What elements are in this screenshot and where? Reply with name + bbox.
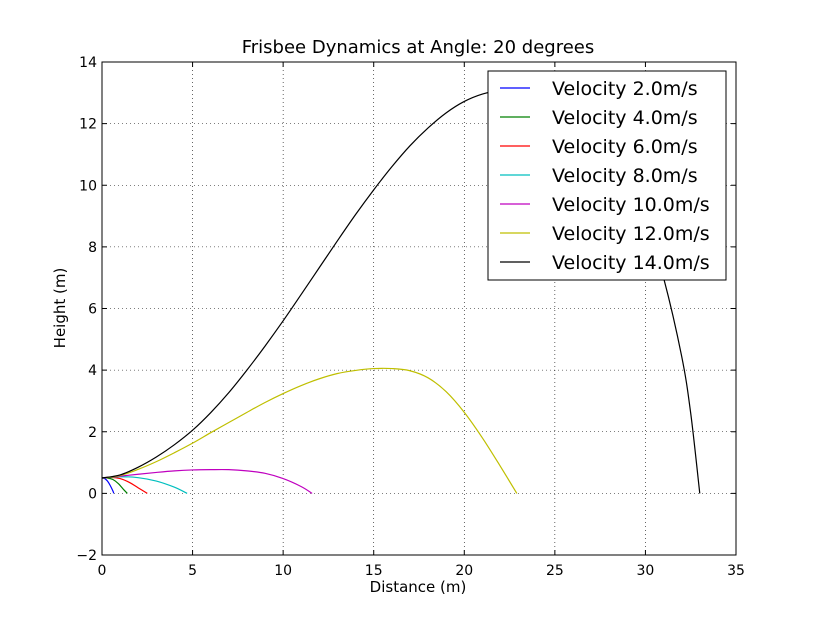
y-tick-label: 6 xyxy=(88,302,97,318)
y-tick-label: 2 xyxy=(88,425,97,441)
x-tick-label: 10 xyxy=(274,563,292,579)
x-axis-label: Distance (m) xyxy=(370,578,467,596)
y-axis-label: Height (m) xyxy=(51,268,69,349)
legend-label: Velocity 2.0m/s xyxy=(552,78,698,100)
x-tick-label: 20 xyxy=(455,563,473,579)
y-tick-label: 4 xyxy=(88,363,97,379)
series-line-5 xyxy=(101,468,313,494)
x-tick-label: 5 xyxy=(188,563,197,579)
x-tick-label: 15 xyxy=(365,563,383,579)
legend-label: Velocity 8.0m/s xyxy=(552,165,698,187)
chart-title: Frisbee Dynamics at Angle: 20 degrees xyxy=(242,37,595,58)
legend-label: Velocity 10.0m/s xyxy=(552,194,710,216)
x-tick-label: 0 xyxy=(98,563,107,579)
x-tick-label: 30 xyxy=(637,563,655,579)
y-tick-label: 14 xyxy=(79,55,97,71)
y-tick-label: 0 xyxy=(88,486,97,502)
series-line-6 xyxy=(101,367,518,494)
legend: Velocity 2.0m/s Velocity 4.0m/s Velocity 6… xyxy=(487,70,727,281)
y-tick-label: −2 xyxy=(76,548,97,564)
legend-label: Velocity 12.0m/s xyxy=(552,223,710,245)
series-line-4 xyxy=(101,476,188,494)
legend-label: Velocity 14.0m/s xyxy=(552,252,710,274)
x-tick-label: 25 xyxy=(546,563,564,579)
series-line-1 xyxy=(101,477,115,494)
x-tick-label: 35 xyxy=(727,563,745,579)
y-tick-label: 8 xyxy=(88,240,97,256)
y-tick-label: 12 xyxy=(79,117,97,133)
legend-label: Velocity 6.0m/s xyxy=(552,136,698,158)
y-tick-label: 10 xyxy=(79,178,97,194)
legend-label: Velocity 4.0m/s xyxy=(552,107,698,129)
